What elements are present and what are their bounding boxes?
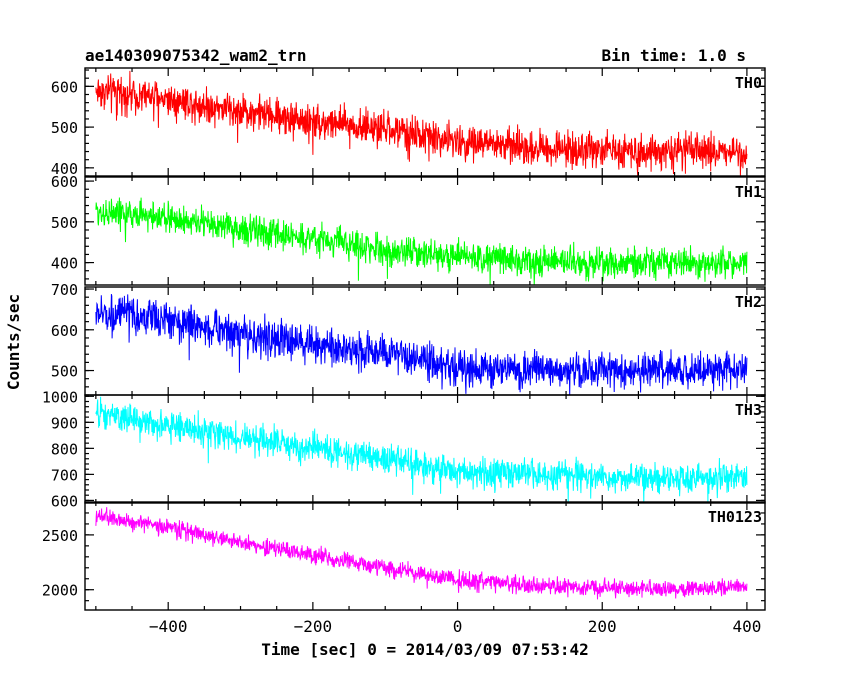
- y-tick-label: 700: [51, 466, 78, 484]
- series-line-th1: [95, 197, 748, 286]
- y-tick-label: 500: [51, 363, 78, 381]
- series-line-th3: [95, 396, 748, 504]
- x-tick-label: 400: [732, 617, 761, 636]
- panel-th1: 400 500 600 TH1: [51, 173, 766, 286]
- x-tick-label: −400: [149, 617, 188, 636]
- x-tick-label: 200: [588, 617, 617, 636]
- panel-frame-th0: [84, 67, 766, 177]
- panel-frame-th0123: [84, 501, 766, 611]
- x-axis-label: Time [sec] 0 = 2014/03/09 07:53:42: [261, 640, 589, 659]
- y-tick-label: 2500: [42, 527, 78, 545]
- y-tick-label: 600: [51, 322, 78, 340]
- panel-frame-th3: [84, 394, 766, 504]
- x-tick-label: −200: [294, 617, 333, 636]
- y-axis-label: Counts/sec: [4, 294, 23, 390]
- panel-th2: 500 600 700 TH2: [51, 281, 766, 396]
- panel-label-th0: TH0: [735, 74, 762, 92]
- y-tick-label: 400: [51, 255, 78, 273]
- series-line-th0: [95, 70, 748, 177]
- chart-title: ae140309075342_wam2_trn: [85, 46, 307, 65]
- panel-th0123: 2000 2500 TH0123: [42, 501, 766, 611]
- panel-frame-th1: [84, 176, 766, 286]
- y-tick-label: 400: [51, 160, 78, 178]
- y-tick-label: 1000: [42, 388, 78, 406]
- panel-th3: 600 700 800 900 1000 TH3: [42, 388, 766, 510]
- y-tick-label: 600: [51, 492, 78, 510]
- y-tick-label: 500: [51, 214, 78, 232]
- panels-group: 400 500 600 TH0 400 500 600 TH1 500 600 700 TH2 600 7…: [42, 67, 766, 636]
- series-line-th2: [95, 293, 748, 396]
- x-tick-label: 0: [453, 617, 463, 636]
- y-tick-label: 600: [51, 173, 78, 191]
- panel-label-th0123: TH0123: [708, 508, 762, 526]
- series-line-th0123: [95, 507, 748, 600]
- y-tick-label: 900: [51, 414, 78, 432]
- panel-label-th3: TH3: [735, 401, 762, 419]
- panel-label-th2: TH2: [735, 293, 762, 311]
- y-tick-label: 700: [51, 281, 78, 299]
- y-tick-label: 500: [51, 119, 78, 137]
- y-tick-label: 600: [51, 78, 78, 96]
- y-tick-label: 800: [51, 440, 78, 458]
- panel-label-th1: TH1: [735, 183, 762, 201]
- y-tick-label: 2000: [42, 582, 78, 600]
- bin-time-label: Bin time: 1.0 s: [602, 46, 747, 65]
- panel-th0: 400 500 600 TH0: [51, 67, 766, 178]
